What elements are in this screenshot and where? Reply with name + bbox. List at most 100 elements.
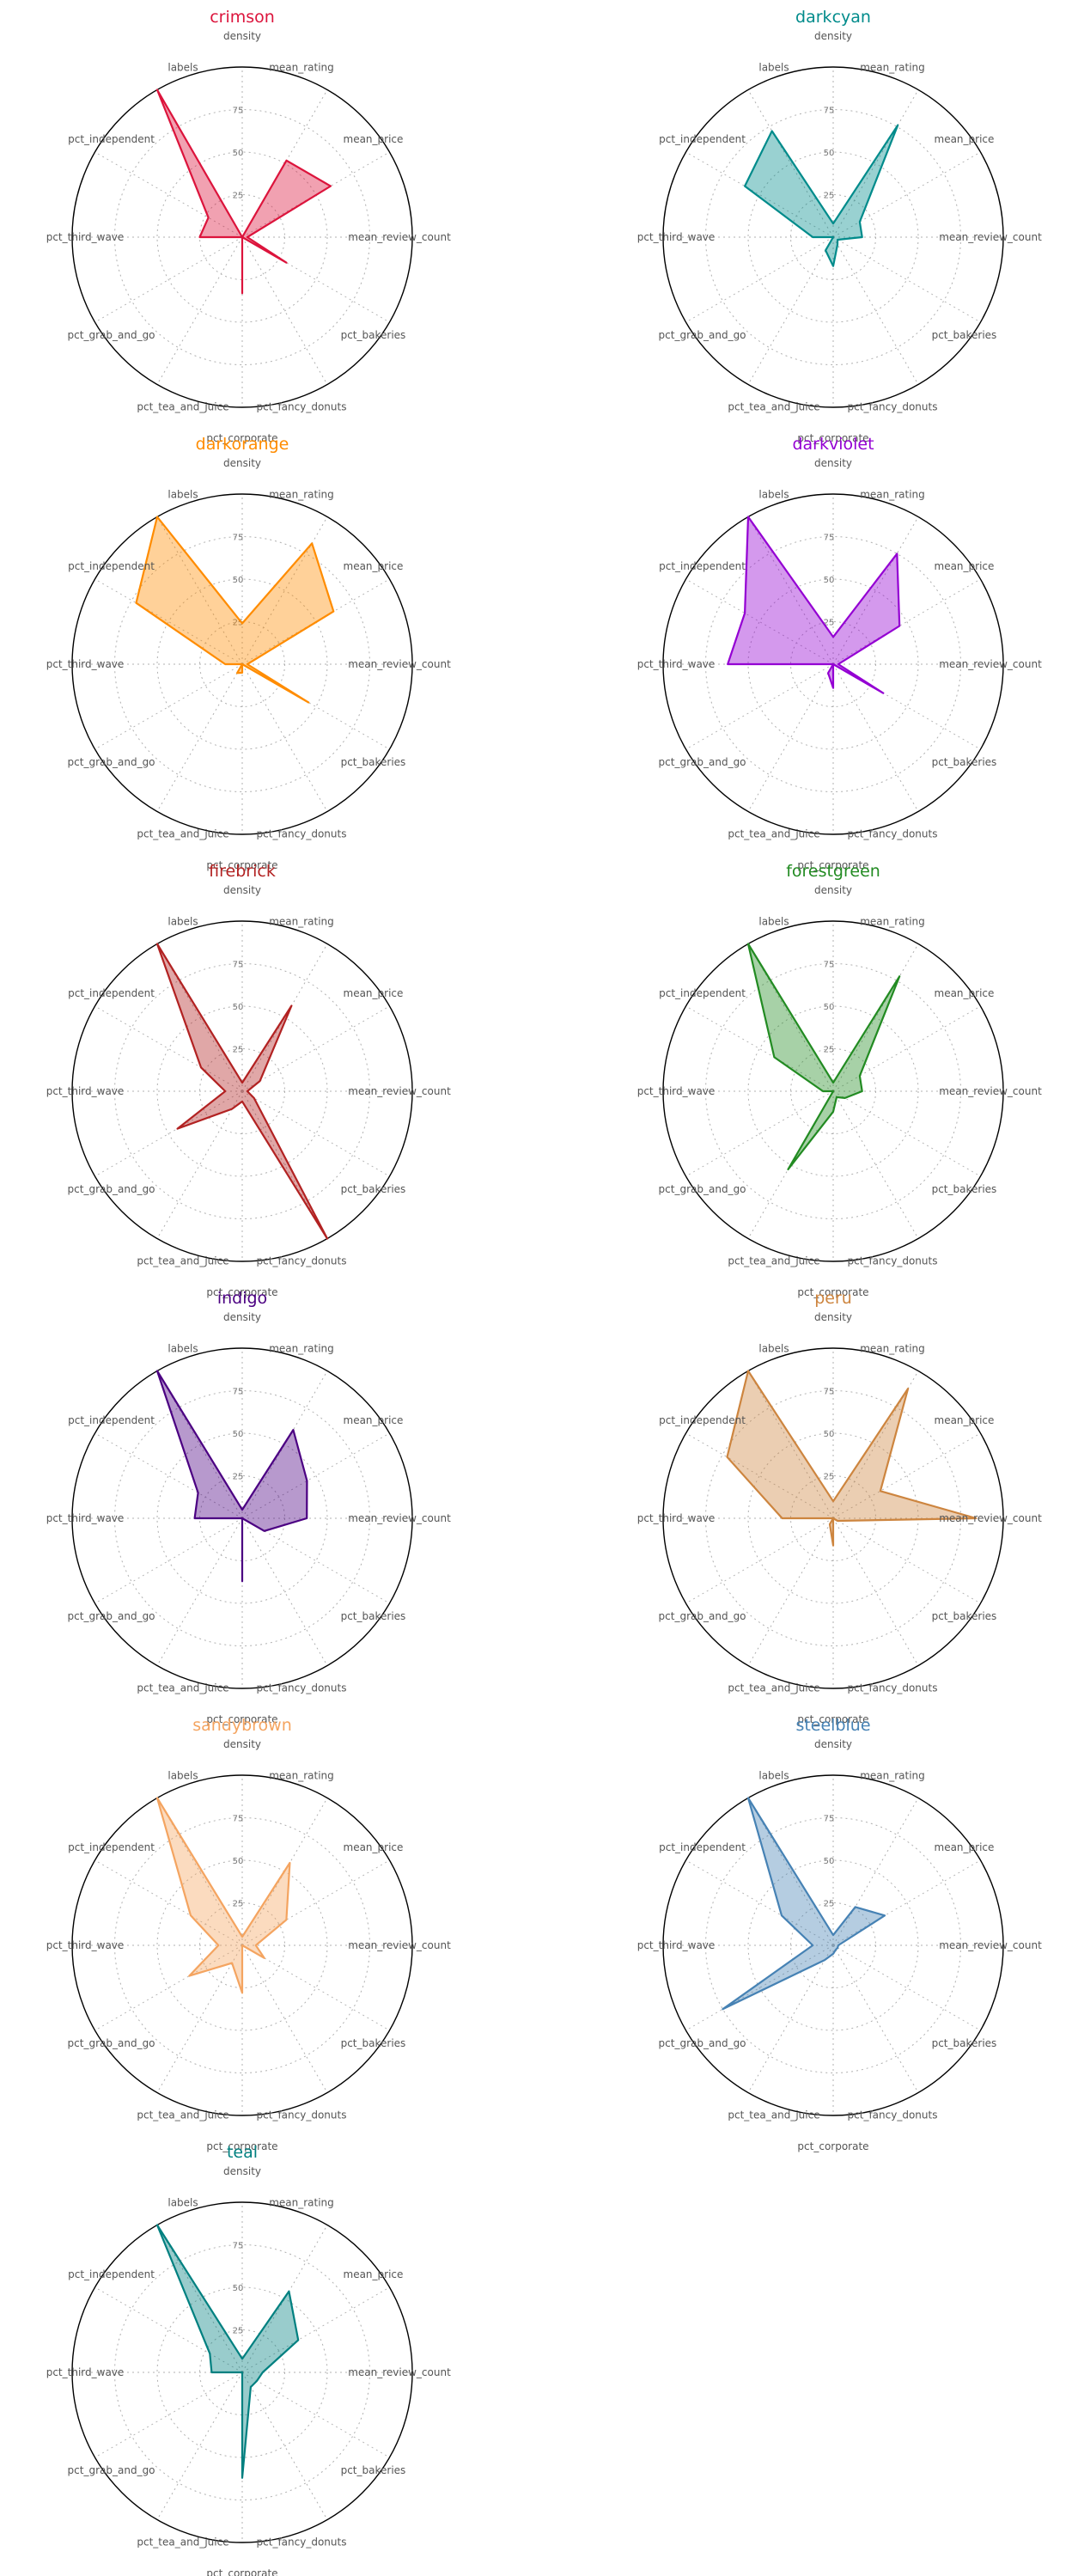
grid-spoke <box>156 663 243 812</box>
axis-label: mean_review_count <box>939 1085 1042 1097</box>
grid-ring <box>705 1817 961 2073</box>
axis-label: pct_grab_and_go <box>659 1183 746 1195</box>
panel-title: darkviolet <box>792 435 874 454</box>
axis-label: pct_third_wave <box>637 1939 716 1951</box>
axis-label: pct_third_wave <box>637 231 716 243</box>
axis-label: pct_corporate <box>206 432 277 444</box>
radar-panel-firebrick: firebrick 25 50 75 density mean_rating mean_pr… <box>46 862 451 1298</box>
axis-label: pct_bakeries <box>341 329 406 341</box>
axis-label: mean_review_count <box>939 1512 1042 1524</box>
axis-label: mean_price <box>344 2268 404 2280</box>
radar-panel-darkorange: darkorange 25 50 75 density mean_rating mean_p… <box>46 435 451 871</box>
radial-tick-label: 75 <box>824 107 835 116</box>
axis-label: labels <box>758 1343 789 1355</box>
axis-label: pct_third_wave <box>46 231 125 243</box>
radial-tick-label: 25 <box>233 1900 244 1909</box>
radial-tick-label: 50 <box>233 1430 244 1439</box>
axis-label: pct_bakeries <box>341 2037 406 2049</box>
radial-tick-label: 50 <box>233 1857 244 1866</box>
axis-label: pct_corporate <box>797 1286 868 1298</box>
axis-label: pct_fancy_donuts <box>257 1682 347 1694</box>
outer-ring <box>71 920 413 1262</box>
panel-title: darkorange <box>196 435 289 454</box>
outer-ring <box>662 1347 1004 1689</box>
axis-label: pct_bakeries <box>932 1183 997 1195</box>
axis-label: mean_rating <box>860 916 925 928</box>
axis-label: density <box>814 1738 852 1750</box>
axis-label: pct_grab_and_go <box>68 1610 155 1622</box>
axis-label: pct_independent <box>659 560 746 572</box>
axis-label: pct_grab_and_go <box>659 756 746 768</box>
series-area <box>155 89 332 295</box>
series-area <box>155 2224 300 2479</box>
axis-label: density <box>223 30 261 42</box>
axis-label: pct_independent <box>68 1841 155 1853</box>
radar-panel-teal: teal 25 50 75 density mean_rating mean_priceme… <box>46 2143 451 2576</box>
axis-label: pct_tea_and_juice <box>728 400 819 412</box>
outer-ring <box>71 1774 413 2116</box>
axis-label: pct_corporate <box>206 1286 277 1298</box>
series-area <box>155 943 329 1240</box>
axis-label: pct_bakeries <box>932 2037 997 2049</box>
outer-ring <box>662 493 1004 835</box>
axis-label: pct_grab_and_go <box>659 2037 746 2049</box>
axis-label: pct_independent <box>68 560 155 572</box>
grid-ring <box>156 2286 328 2458</box>
grid-ring <box>156 1432 328 1604</box>
grid-ring <box>114 109 370 365</box>
axis-label: pct_corporate <box>797 859 868 871</box>
radial-tick-label: 75 <box>233 1815 244 1824</box>
radar-panel-steelblue: steelblue 25 50 75 density mean_rating mean_pr… <box>637 1716 1042 2152</box>
radial-tick-label: 25 <box>824 619 835 628</box>
grid-ring <box>705 109 961 365</box>
radial-tick-label: 25 <box>233 1473 244 1482</box>
axis-label: pct_third_wave <box>637 658 716 670</box>
axis-label: pct_third_wave <box>46 1939 125 1951</box>
axis-label: density <box>223 1311 261 1323</box>
axis-label: mean_price <box>344 133 404 145</box>
axis-label: mean_price <box>935 133 995 145</box>
axis-label: mean_price <box>935 1841 995 1853</box>
axis-label: pct_corporate <box>797 1713 868 1725</box>
radial-tick-label: 50 <box>824 1003 835 1012</box>
radar-panel-crimson: crimson 25 50 75 density mean_rating mean_pric… <box>46 8 451 444</box>
axis-label: pct_corporate <box>206 1713 277 1725</box>
grid-spoke <box>832 236 981 323</box>
radar-panel-darkcyan: darkcyan 25 50 75 density mean_rating mean_pri… <box>637 8 1042 444</box>
series-area <box>722 1797 886 2011</box>
axis-label: pct_fancy_donuts <box>848 1682 938 1694</box>
grid-spoke <box>747 236 834 385</box>
axis-label: pct_tea_and_juice <box>728 1254 819 1267</box>
axis-label: pct_fancy_donuts <box>257 2109 347 2121</box>
axis-label: pct_grab_and_go <box>68 2037 155 2049</box>
grid-ring <box>747 1859 919 2031</box>
axis-label: mean_rating <box>269 62 334 74</box>
series-area <box>135 516 335 704</box>
radar-panel-darkviolet: darkviolet 25 50 75 density mean_rating mean_p… <box>637 435 1042 871</box>
axis-label: mean_rating <box>269 489 334 501</box>
axis-label: mean_review_count <box>939 231 1042 243</box>
panel-title: firebrick <box>209 862 276 881</box>
grid-ring <box>747 1005 919 1177</box>
axis-label: density <box>223 457 261 469</box>
grid-ring <box>156 1005 328 1177</box>
axis-label: pct_fancy_donuts <box>257 827 347 839</box>
grid-ring <box>156 151 328 323</box>
axis-label: mean_rating <box>269 1770 334 1782</box>
axis-label: pct_corporate <box>206 2140 277 2152</box>
axis-label: density <box>223 1738 261 1750</box>
axis-label: pct_independent <box>68 987 155 999</box>
series-area <box>727 516 901 694</box>
axis-label: density <box>814 30 852 42</box>
axis-label: pct_bakeries <box>932 1610 997 1622</box>
axis-label: pct_third_wave <box>637 1085 716 1097</box>
radial-tick-label: 50 <box>233 1003 244 1012</box>
radial-tick-label: 75 <box>233 1388 244 1397</box>
radial-tick-label: 25 <box>233 192 244 201</box>
axis-label: mean_price <box>935 560 995 572</box>
grid-spoke <box>156 236 243 385</box>
axis-label: labels <box>758 1770 789 1782</box>
axis-label: pct_third_wave <box>46 1085 125 1097</box>
outer-ring <box>71 1347 413 1689</box>
